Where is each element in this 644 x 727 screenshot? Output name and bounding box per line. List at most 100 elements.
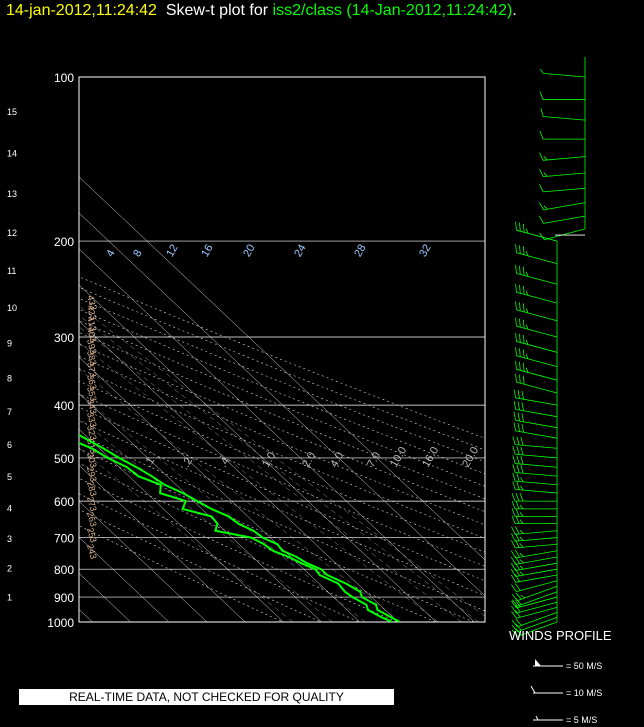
isotherm-line [79, 356, 360, 622]
wind-barb-staff [515, 543, 558, 549]
wind-barb-flag [519, 222, 521, 232]
dry-adiabat-label: 353 [85, 385, 99, 402]
dry-adiabat-label: 363 [85, 374, 99, 391]
wind-barb-staff [515, 419, 558, 429]
isotherm-line [79, 500, 208, 622]
wind-barb-flag [515, 526, 520, 535]
wind-barb-flag [525, 290, 529, 296]
mixing-ratio-line [79, 342, 439, 622]
pressure-tick-label: 800 [54, 563, 74, 577]
wind-key-pennant [535, 659, 541, 666]
wind-barb-staff [516, 580, 558, 592]
wind-barb [515, 283, 558, 304]
wind-barb [515, 301, 558, 322]
wind-barb-flag [511, 599, 518, 607]
wind-barb-staff [516, 272, 558, 285]
wind-barb-staff [515, 556, 558, 565]
wind-barb-flag [519, 348, 521, 357]
dry-adiabat-label: 383 [85, 349, 99, 366]
wind-barb-flag [510, 556, 516, 565]
dry-adiabat [79, 493, 360, 622]
moist-label: 32 [417, 243, 434, 260]
wind-barb-flag [515, 221, 517, 231]
wind-barb-flag [511, 600, 517, 609]
wind-barb-staff [515, 489, 558, 494]
dry-adiabat [79, 343, 485, 513]
dry-adiabat-label: 373 [85, 361, 99, 378]
wind-barb-flag [515, 583, 521, 591]
pressure-tick-label: 100 [54, 71, 74, 85]
isotherm-line [79, 464, 246, 622]
wind-barb-flag [516, 436, 520, 446]
wind-barb-flag [539, 152, 544, 161]
wind-key-barbs [530, 659, 563, 721]
wind-barb-flag [520, 485, 524, 491]
wind-barb-flag [511, 624, 518, 632]
wind-barb-staff [515, 397, 558, 406]
isotherm-line [79, 248, 475, 622]
wind-barb-staff [544, 228, 586, 241]
dry-adiabat-label: 433 [85, 294, 99, 311]
wind-barb-flag [540, 108, 544, 117]
wind-barb [538, 202, 586, 211]
wind-barb-staff [543, 202, 586, 211]
wind-barb-flag [519, 245, 521, 254]
moist-label: 4 [104, 248, 117, 259]
wind-barb-flag [519, 333, 521, 343]
wind-barb-staff [516, 325, 558, 338]
wind-key-flag [530, 685, 536, 694]
wind-barb-flag [539, 91, 544, 100]
wind-barb-flag [512, 464, 516, 473]
temperature-trace [79, 433, 401, 622]
pressure-tick-label: 1000 [47, 616, 74, 630]
wind-barb-flag [514, 556, 520, 564]
wind-barb [539, 228, 586, 241]
mixing-ratio-label: 20.0 [460, 445, 481, 470]
isotherm-lines [79, 176, 485, 622]
wind-key-barb [533, 659, 563, 667]
pressure-tick-label: 600 [54, 495, 74, 509]
wind-barb-staff [543, 72, 586, 78]
wind-barb-flag [511, 619, 518, 627]
wind-barb [511, 500, 557, 510]
wind-barb [538, 215, 586, 224]
wind-barb-flag [543, 155, 548, 161]
height-km-label: 11 [7, 266, 16, 276]
dry-adiabat [79, 509, 322, 622]
wind-barb-staff [516, 355, 558, 368]
wind-barb-flag [515, 360, 517, 370]
isotherm-line [79, 392, 322, 622]
wind-barb-flag [511, 515, 516, 524]
moist-label: 24 [292, 243, 309, 260]
wind-barb-staff [516, 596, 558, 609]
wind-barb [512, 455, 558, 468]
wind-barb-flag [538, 202, 544, 211]
wind-barb-flag [517, 401, 520, 411]
wind-barb-flag [513, 422, 517, 431]
mixing-ratio-line [79, 393, 366, 622]
wind-barb-flag [522, 334, 525, 344]
pressure-tick-label: 300 [54, 331, 74, 345]
wind-barb-staff [516, 252, 558, 265]
wind-barb-flag [515, 373, 517, 383]
wind-barb-flag [515, 628, 522, 636]
mixing-ratio-label: 2.0 [300, 450, 318, 469]
wind-barb-flag [511, 629, 518, 637]
wind-barb-flag [521, 413, 524, 422]
wind-barb-flag [511, 500, 516, 509]
wind-barb-flag [519, 318, 521, 328]
wind-barb [515, 347, 558, 368]
dry-adiabat [79, 332, 485, 500]
wind-barb-flag [525, 354, 529, 360]
wind-barb-flag [520, 455, 524, 465]
wind-barb-flag [519, 571, 524, 576]
wind-barb-staff [517, 621, 558, 637]
wind-barb-flag [539, 184, 544, 193]
wind-barb-flag [525, 324, 529, 330]
wind-barb-staff [543, 156, 586, 161]
wind-barb-staff [515, 472, 558, 477]
wind-barb [511, 580, 558, 592]
wind-barb-flag [511, 605, 517, 614]
wind-barb-flag [521, 390, 524, 400]
